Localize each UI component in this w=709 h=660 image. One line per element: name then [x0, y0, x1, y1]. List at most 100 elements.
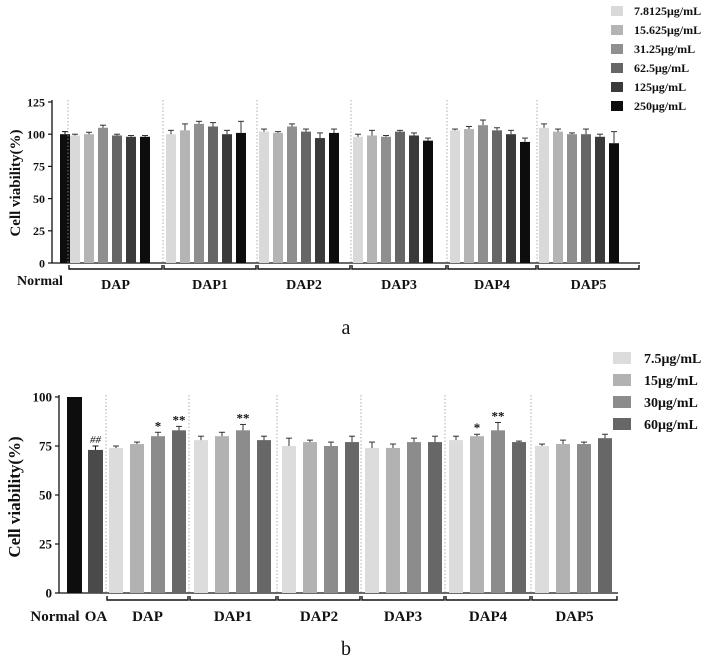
- y-tick-label: 125: [27, 95, 45, 109]
- group-bracket: [531, 596, 618, 601]
- group-label-dap: DAP: [101, 278, 130, 293]
- y-tick-label: 0: [39, 256, 45, 270]
- group-label-dap1: DAP1: [192, 278, 228, 293]
- legend-swatch: [611, 44, 623, 54]
- significance-mark: **: [237, 410, 250, 425]
- y-axis-label: Cell viability(%): [5, 436, 24, 557]
- bar-dap2-1: [282, 446, 296, 593]
- group-bracket: [163, 265, 257, 270]
- significance-mark: **: [492, 408, 505, 423]
- control-bar-oa: [88, 449, 103, 593]
- bar-dap3-2: [367, 135, 377, 263]
- bar-dap2-6: [329, 132, 339, 263]
- group-bracket: [445, 596, 531, 601]
- y-tick-label: 50: [33, 192, 45, 206]
- group-bracket: [277, 596, 361, 601]
- legend-swatch: [613, 374, 631, 386]
- group-bracket: [257, 265, 351, 270]
- bar-dap2-1: [259, 131, 269, 263]
- bar-dap1-2: [180, 130, 190, 263]
- bar-dap4-5: [506, 134, 516, 263]
- bar-dap2-4: [301, 131, 311, 263]
- bar-dap5-5: [595, 136, 605, 263]
- legend-label: 15μg/mL: [644, 374, 698, 389]
- group-label-dap5: DAP5: [571, 278, 607, 293]
- bar-dap5-2: [553, 131, 563, 263]
- bar-dap3-5: [409, 135, 419, 263]
- control-label-normal: Normal: [30, 609, 79, 625]
- group-label-dap3: DAP3: [384, 609, 422, 625]
- y-tick-label: 100: [27, 128, 45, 142]
- bar-dap3-1: [365, 447, 379, 593]
- bar-dap2-2: [303, 442, 317, 593]
- bar-dap5-3: [567, 134, 577, 263]
- group-label-dap4: DAP4: [469, 609, 508, 625]
- group-label-dap2: DAP2: [300, 609, 338, 625]
- bar-dap-6: [140, 136, 150, 263]
- group-bracket: [361, 596, 445, 601]
- bar-dap-3: [98, 127, 108, 263]
- bar-dap1-3: [194, 123, 204, 264]
- bar-dap-4: [112, 135, 122, 263]
- group-bracket: [189, 596, 277, 601]
- bar-dap-1: [109, 447, 123, 593]
- significance-mark: **: [173, 412, 186, 427]
- bar-dap3-4: [395, 131, 405, 263]
- bar-dap1-3: [236, 430, 250, 593]
- group-label-dap2: DAP2: [286, 278, 322, 293]
- bar-dap3-3: [381, 136, 391, 263]
- bar-dap2-3: [287, 126, 297, 263]
- legend-swatch: [611, 6, 623, 16]
- bar-dap4-2: [464, 129, 474, 263]
- significance-mark: *: [474, 420, 481, 435]
- y-tick-label: 75: [39, 439, 53, 454]
- group-bracket: [447, 265, 537, 270]
- bar-dap4-1: [449, 440, 463, 593]
- control-label-normal: Normal: [17, 274, 63, 289]
- panel-label: b: [341, 638, 351, 660]
- group-bracket: [351, 265, 447, 270]
- legend-swatch: [613, 418, 631, 430]
- legend-label: 125μg/mL: [634, 80, 686, 94]
- bar-dap4-3: [491, 430, 505, 593]
- legend-label: 60μg/mL: [644, 418, 698, 433]
- bar-dap4-2: [470, 436, 484, 593]
- bar-dap3-3: [407, 442, 421, 593]
- bar-dap1-1: [166, 134, 176, 263]
- group-label-dap4: DAP4: [474, 278, 510, 293]
- bar-dap2-5: [315, 138, 325, 263]
- bar-dap1-6: [236, 132, 246, 263]
- group-label-dap: DAP: [132, 609, 163, 625]
- bar-dap5-4: [581, 134, 591, 263]
- legend-label: 15.625μg/mL: [634, 23, 701, 37]
- bar-dap1-2: [215, 436, 229, 593]
- significance-mark: *: [155, 418, 162, 433]
- bar-dap-2: [84, 134, 94, 263]
- y-tick-label: 75: [33, 160, 45, 174]
- legend-swatch: [611, 63, 623, 73]
- bar-dap5-4: [598, 438, 612, 593]
- panel-label: a: [342, 317, 351, 339]
- significance-mark: ##: [90, 434, 102, 446]
- bar-dap3-4: [428, 442, 442, 593]
- bar-dap2-2: [273, 132, 283, 263]
- legend-label: 30μg/mL: [644, 396, 698, 411]
- bar-dap5-2: [556, 444, 570, 593]
- group-bracket: [537, 265, 640, 270]
- bar-dap1-4: [257, 440, 271, 593]
- bar-dap1-5: [222, 134, 232, 263]
- bar-dap5-6: [609, 143, 619, 263]
- bar-dap-3: [151, 436, 165, 593]
- bar-dap-5: [126, 136, 136, 263]
- y-tick-label: 50: [39, 488, 52, 503]
- control-bar-normal: [60, 134, 70, 263]
- bar-dap-1: [70, 135, 80, 263]
- bar-dap4-1: [450, 130, 460, 263]
- group-bracket: [106, 596, 189, 601]
- group-label-dap1: DAP1: [214, 609, 252, 625]
- legend-swatch: [613, 396, 631, 408]
- y-tick-label: 0: [46, 586, 53, 601]
- legend-swatch: [611, 101, 623, 111]
